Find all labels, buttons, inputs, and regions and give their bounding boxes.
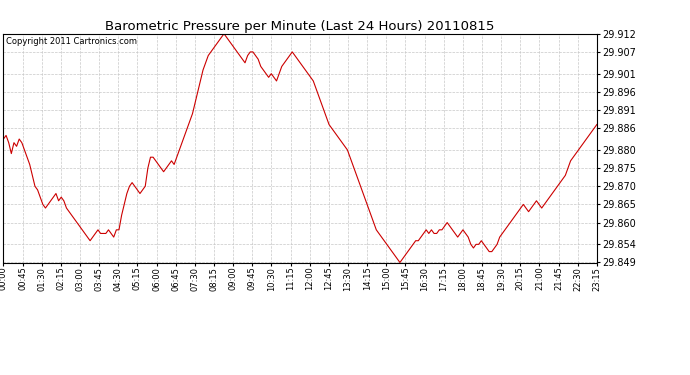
Text: Copyright 2011 Cartronics.com: Copyright 2011 Cartronics.com (6, 37, 137, 46)
Title: Barometric Pressure per Minute (Last 24 Hours) 20110815: Barometric Pressure per Minute (Last 24 … (106, 20, 495, 33)
